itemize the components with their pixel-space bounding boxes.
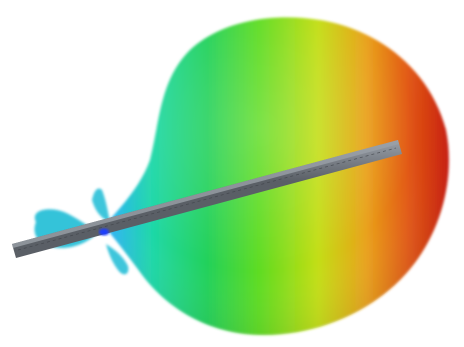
antenna-rod [12, 140, 402, 258]
side-lobe-lower [106, 244, 129, 275]
side-lobe-upper [92, 188, 110, 222]
feed-point [99, 228, 109, 236]
